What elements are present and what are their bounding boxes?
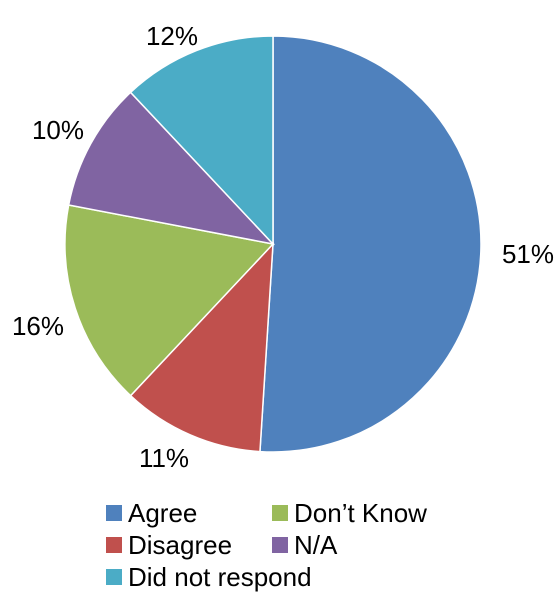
data-label-disagree: 11% (139, 443, 189, 473)
legend-item-did-not-respond: Did not respond (106, 561, 312, 593)
data-label-did-not-respond: 12% (146, 21, 198, 51)
legend-label-did-not-respond: Did not respond (128, 562, 312, 592)
legend-swatch-na (272, 537, 288, 553)
legend-swatch-did-not-respond (106, 569, 122, 585)
pie-slice-disagree (129, 241, 274, 453)
legend-label-dont-know: Don’t Know (294, 498, 427, 528)
legend-swatch-disagree (106, 537, 122, 553)
data-label-agree: 51% (502, 239, 554, 269)
pie-data-labels: 51% 11% 16% 10% 12% (12, 21, 554, 473)
legend-swatch-agree (106, 505, 122, 521)
data-label-n-a: 10% (32, 115, 84, 145)
legend-item-na: N/A (272, 529, 337, 561)
legend-label-na: N/A (294, 530, 338, 560)
legend: Agree Don’t Know Disagree N/A Did not re… (106, 497, 466, 593)
legend-item-dont-know: Don’t Know (272, 497, 427, 529)
pie-slice-n-a (67, 91, 276, 246)
legend-label-disagree: Disagree (128, 530, 233, 560)
legend-item-agree: Agree (106, 497, 197, 529)
pie-slice-agree (259, 35, 482, 453)
data-label-don-t-know: 16% (12, 311, 64, 341)
legend-label-agree: Agree (128, 498, 198, 528)
pie-slice-did-not-respond (129, 35, 274, 246)
legend-swatch-dont-know (272, 505, 288, 521)
pie-slice-don-t-know (64, 204, 275, 397)
pie-slices (64, 35, 482, 453)
legend-item-disagree: Disagree (106, 529, 232, 561)
